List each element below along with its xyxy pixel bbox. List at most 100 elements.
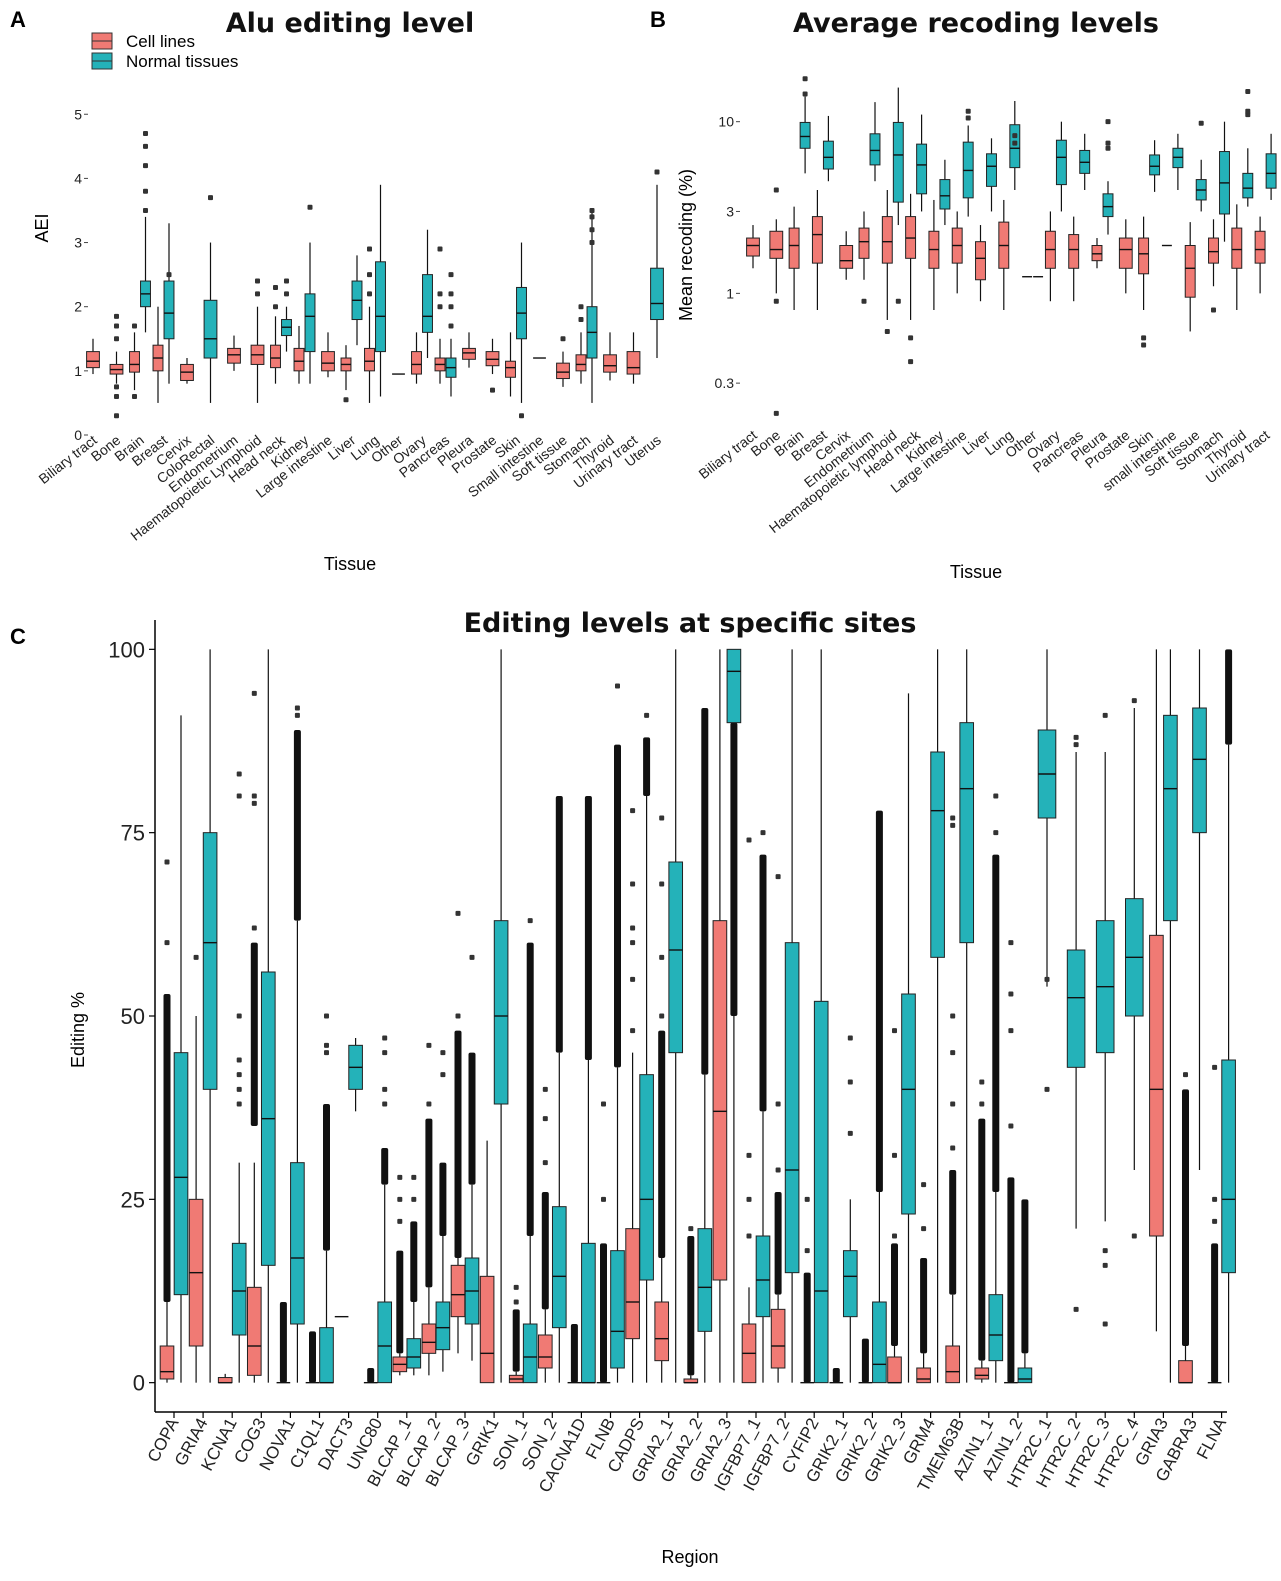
outlier-cluster	[279, 1302, 287, 1383]
box-iqr	[1208, 237, 1219, 264]
outlier-point	[448, 272, 454, 278]
outlier-point	[773, 410, 779, 416]
outlier-point	[1012, 133, 1018, 139]
outlier-point	[236, 1101, 242, 1107]
box-breast-normal-tissues	[163, 223, 175, 384]
box-iqr	[639, 1074, 654, 1281]
box-iqr	[246, 1286, 262, 1376]
box-haematopoietic-lymphoid-normal-tissues	[892, 87, 904, 304]
box-lung-normal-tissues	[375, 184, 386, 397]
outlier-point	[437, 246, 443, 252]
outlier-point	[644, 712, 650, 718]
panel-b-boxes	[746, 76, 1277, 416]
box-small-intestine-normal-tissues	[1172, 133, 1184, 190]
box-son-2-cell-lines	[537, 1086, 553, 1383]
box-iqr	[462, 347, 476, 360]
outlier-point	[659, 1013, 665, 1019]
box-tmem63b-cell-lines	[945, 815, 961, 1384]
y-tick-label: 0	[74, 427, 82, 443]
outlier-point	[1008, 991, 1014, 997]
outlier-point	[1211, 307, 1216, 313]
outlier-point	[630, 976, 636, 982]
outlier-cluster	[920, 1258, 928, 1354]
outlier-point	[324, 1013, 329, 1019]
box-iqr	[939, 179, 951, 210]
outlier-point	[965, 115, 971, 121]
panel-b-title: Average recoding levels	[793, 8, 1159, 39]
box-iqr	[869, 133, 881, 166]
box-azin1-1-normal-tissues	[988, 793, 1004, 1383]
box-iqr	[788, 227, 800, 269]
panel-a-title: Alu editing level	[226, 8, 475, 39]
outlier-point	[1198, 120, 1204, 126]
outlier-point	[950, 822, 956, 828]
box-iqr	[887, 1356, 902, 1384]
box-igfbp7-2-cell-lines	[770, 874, 786, 1383]
outlier-cluster	[367, 1368, 375, 1383]
box-iqr	[1017, 1367, 1033, 1384]
outlier-point	[1245, 108, 1251, 114]
outlier-point	[114, 394, 119, 400]
panel-c-chart: Editing levels at specific sites Region …	[68, 608, 1236, 1567]
outlier-point	[1105, 119, 1111, 125]
outlier-point	[993, 830, 999, 836]
outlier-cluster	[163, 994, 171, 1302]
outlier-point	[659, 815, 665, 821]
outlier-point	[1141, 335, 1147, 341]
outlier-point	[426, 1101, 432, 1107]
box-iqr	[411, 351, 422, 375]
outlier-point	[578, 304, 584, 310]
outlier-cluster	[250, 942, 258, 1126]
legend: Cell lines Normal tissues	[91, 32, 238, 71]
outlier-point	[251, 793, 257, 799]
box-iqr	[1231, 227, 1243, 269]
box-blcap-3-normal-tissues	[464, 954, 480, 1361]
panel-b-xlabel: Tissue	[950, 562, 1002, 582]
box-skin-cell-lines	[1138, 216, 1150, 348]
box-ovary-normal-tissues	[1055, 121, 1067, 212]
outlier-point	[164, 859, 170, 865]
box-iqr	[290, 1162, 305, 1325]
box-iqr	[1068, 234, 1080, 269]
outlier-point	[437, 291, 443, 297]
outlier-point	[775, 1167, 781, 1173]
box-iqr	[537, 1334, 553, 1369]
outlier-point	[775, 1101, 781, 1107]
outlier-cluster	[992, 854, 1000, 1192]
outlier-point	[908, 359, 914, 365]
outlier-point	[1212, 1196, 1218, 1202]
outlier-point	[847, 1130, 853, 1136]
box-unc80-normal-tissues	[377, 1035, 393, 1384]
box-iqr	[1066, 949, 1086, 1068]
x-tick-label-flna: FLNA	[1193, 1414, 1230, 1462]
box-iqr	[1242, 172, 1254, 199]
box-cog3-normal-tissues	[260, 649, 276, 1383]
outlier-point	[1105, 145, 1111, 151]
outlier-point	[630, 881, 636, 887]
y-tick-label: 25	[121, 1187, 145, 1212]
box-skin-normal-tissues	[516, 242, 527, 419]
panel-a-ylabel: AEI	[32, 213, 52, 242]
outlier-point	[892, 1152, 897, 1158]
outlier-point	[513, 1299, 519, 1305]
outlier-point	[143, 207, 148, 213]
box-uterus-normal-tissues	[650, 169, 664, 359]
outlier-point	[884, 328, 890, 334]
outlier-point	[892, 1028, 897, 1034]
outlier-point	[908, 335, 914, 341]
box-blcap-2-normal-tissues	[435, 1050, 451, 1372]
box-iqr	[654, 1301, 670, 1362]
outlier-point	[440, 1050, 446, 1056]
outlier-cluster	[1225, 649, 1233, 745]
box-gria3-normal-tissues	[1163, 649, 1178, 1383]
box-urinary-tract-cell-lines	[1254, 216, 1266, 294]
box-iqr	[1102, 193, 1114, 218]
box-iqr	[551, 1206, 567, 1329]
outlier-point	[589, 227, 595, 233]
box-iqr	[1149, 154, 1161, 176]
outlier-cluster	[891, 1243, 898, 1346]
outlier-point	[746, 1233, 752, 1239]
box-soft-tissue-cell-lines	[556, 336, 570, 387]
outlier-cluster	[643, 737, 651, 796]
